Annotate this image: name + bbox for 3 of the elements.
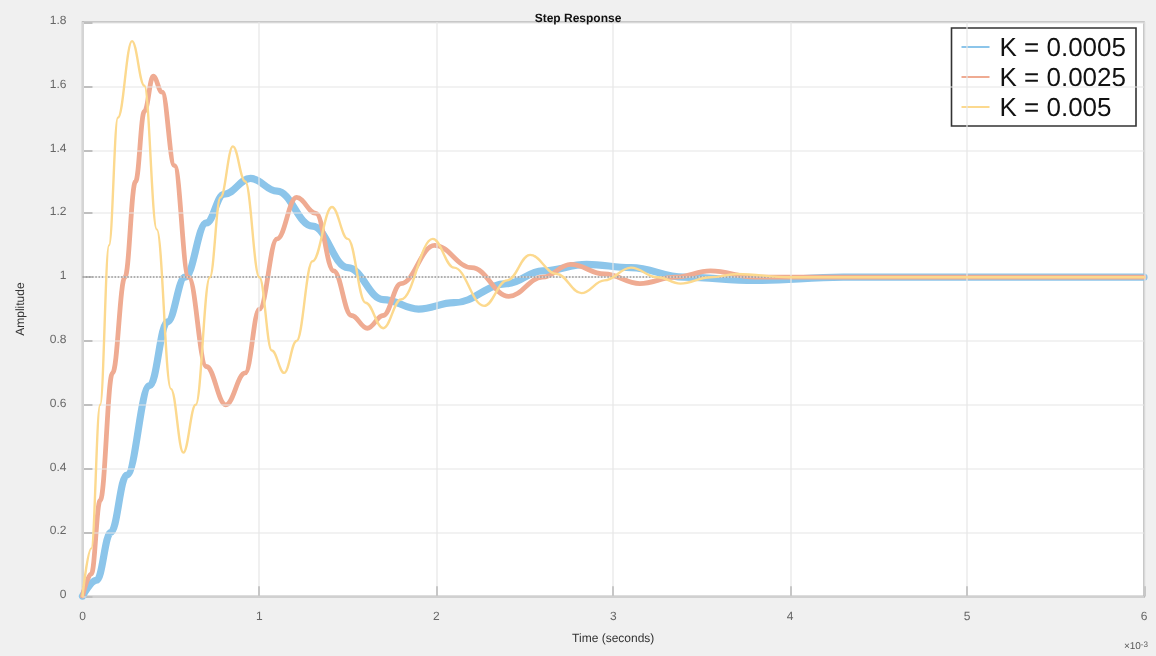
legend-label: K = 0.005 [999,92,1112,122]
legend-label: K = 0.0025 [999,62,1126,92]
legend-label: K = 0.0005 [999,32,1126,62]
